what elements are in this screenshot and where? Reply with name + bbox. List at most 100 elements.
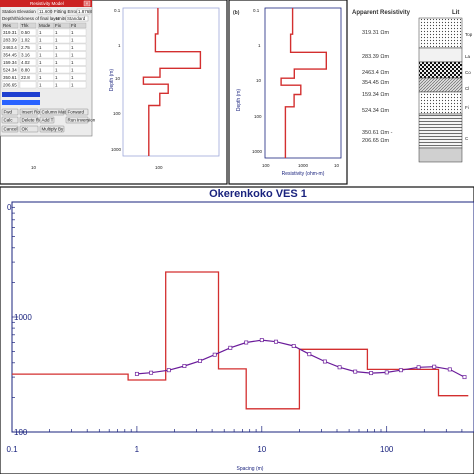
table-cell-text: 350.61: [3, 75, 17, 80]
table-cell[interactable]: [19, 81, 37, 89]
dialog-button-fwd[interactable]: [1, 108, 19, 116]
panel-b-xlabel: Resistivity (ohm-m): [282, 171, 325, 177]
dialog-button-label: OK: [22, 126, 29, 131]
main-ytick-label: 1000: [14, 313, 32, 322]
curve-point: [228, 345, 233, 350]
curve-point: [244, 340, 249, 345]
close-icon[interactable]: [83, 0, 91, 7]
lith-layer-6: [418, 113, 463, 149]
curve-point: [134, 371, 139, 376]
table-cell[interactable]: [69, 51, 87, 59]
table-cell-text: 1.02: [21, 37, 30, 42]
table-cell[interactable]: [69, 36, 87, 44]
dialog-button-forward[interactable]: [65, 108, 89, 116]
resistivity-value-6: 350.61 Ωm -: [362, 130, 393, 136]
table-cell-text: 524.34: [3, 67, 17, 72]
panel-a-depth-chart: Depth (m) 0.1 1 10 100 1000 10 100: [31, 7, 220, 170]
table-cell[interactable]: [19, 58, 37, 66]
resistivity-value-2: 2463.4 Ωm: [362, 70, 389, 76]
panel-b-ytick-3: 100: [254, 114, 262, 119]
resistivity-value-0: 319.31 Ωm: [362, 30, 389, 36]
elevation-field[interactable]: [37, 8, 52, 15]
dialog-button-insert-row[interactable]: [19, 108, 39, 116]
table-cell[interactable]: [69, 28, 87, 36]
lith-label-1: La: [465, 54, 471, 59]
table-scrollbar[interactable]: [2, 100, 40, 105]
table-header-res: Res: [3, 23, 12, 28]
table-cell[interactable]: [69, 43, 87, 51]
dialog-button-multiply-by[interactable]: [39, 125, 65, 133]
table-cell[interactable]: [69, 81, 87, 89]
units-value: Standard: [67, 16, 86, 21]
table-header-fix: Fix: [55, 23, 62, 28]
curve-point: [353, 369, 358, 374]
curve-point: [322, 359, 327, 364]
table-cell-text: 1: [71, 67, 74, 72]
table-cell[interactable]: [1, 81, 19, 89]
table-cell[interactable]: [1, 73, 19, 81]
dialog-button-column-math[interactable]: [39, 108, 65, 116]
table-cell[interactable]: [19, 36, 37, 44]
main-xtick-label: 10: [257, 445, 266, 454]
table-cell-text: 1: [55, 60, 58, 65]
dialog-button-cancel[interactable]: [1, 125, 19, 133]
lith-label-2: Co: [465, 70, 471, 75]
table-cell[interactable]: [19, 43, 37, 51]
panel-a-ytick-3: 100: [113, 111, 121, 116]
table-cell[interactable]: [1, 58, 19, 66]
table-cell[interactable]: [1, 36, 19, 44]
table-cell[interactable]: [69, 58, 87, 66]
table-cell[interactable]: [19, 51, 37, 59]
dialog-button-label: Multiply By: [42, 126, 65, 131]
table-cell-text: 2.75: [21, 45, 30, 50]
table-cell-text: 319.31: [3, 30, 17, 35]
layer-table: Res Thk Mode Fix Fit 319.31 0.50 1 1 1 283.39 1.02 1…: [1, 22, 87, 89]
dialog-button-calc[interactable]: [1, 116, 19, 124]
apparent-resistivity-title: Apparent Resistivity: [352, 10, 411, 16]
panel-b-ylabel: Depth (m): [236, 89, 242, 112]
dialog-button-label: Fwd: [4, 109, 13, 114]
table-cell[interactable]: [19, 66, 37, 74]
main-chart-title: Okerenkoko VES 1: [209, 188, 307, 200]
table-cell[interactable]: [69, 73, 87, 81]
table-cell-text: 1: [39, 45, 42, 50]
table-cell-text: 283.39: [3, 37, 17, 42]
dialog-button-label: Insert Row: [22, 109, 44, 114]
curve-point: [447, 367, 452, 372]
dialog-button-add-t[interactable]: [39, 116, 55, 124]
curve-markers: [134, 338, 467, 380]
resistivity-value-5: 524.34 Ωm: [362, 108, 389, 114]
dialog-button-run-inversion[interactable]: [65, 116, 89, 124]
close-icon-glyph: ×: [86, 1, 89, 6]
panel-b-ytick-0: 0.1: [253, 8, 260, 13]
field-label-elevation: Station Elevation: [2, 9, 36, 14]
dialog-button-label: Run Inversion: [68, 117, 96, 122]
table-cell[interactable]: [19, 73, 37, 81]
curve-point: [291, 344, 296, 348]
panel-b-model-line: [280, 8, 327, 158]
table-cell[interactable]: [19, 28, 37, 36]
table-cell[interactable]: [1, 51, 19, 59]
panel-a-ytick-2: 10: [115, 76, 121, 81]
curve-point: [259, 338, 264, 343]
panel-a-ytick-1: 1: [118, 43, 121, 48]
elevation-value: 11.600: [39, 9, 53, 14]
units-select[interactable]: [65, 15, 89, 22]
dialog-button-ok[interactable]: [19, 125, 39, 133]
table-cell-text: 8.80: [21, 67, 30, 72]
table-cell-text: 354.45: [3, 52, 17, 57]
table-cell-text: 206.65: [3, 82, 17, 87]
curve-point: [462, 375, 467, 380]
panel-b-label: (b): [233, 10, 240, 16]
dialog-button-label: Column Math: [42, 109, 69, 114]
dialog-titlebar[interactable]: [0, 0, 92, 7]
table-cell-text: 1: [39, 75, 42, 80]
panel-c: Apparent Resistivity Lit 319.31 Ωm 283.39…: [352, 10, 473, 163]
fitting-error-field[interactable]: [76, 8, 91, 15]
table-cell[interactable]: [1, 43, 19, 51]
main-plot-area: [11, 201, 474, 433]
table-cell[interactable]: [1, 66, 19, 74]
table-cell[interactable]: [1, 28, 19, 36]
dialog-button-delete-row[interactable]: [19, 116, 39, 124]
table-cell[interactable]: [69, 66, 87, 74]
